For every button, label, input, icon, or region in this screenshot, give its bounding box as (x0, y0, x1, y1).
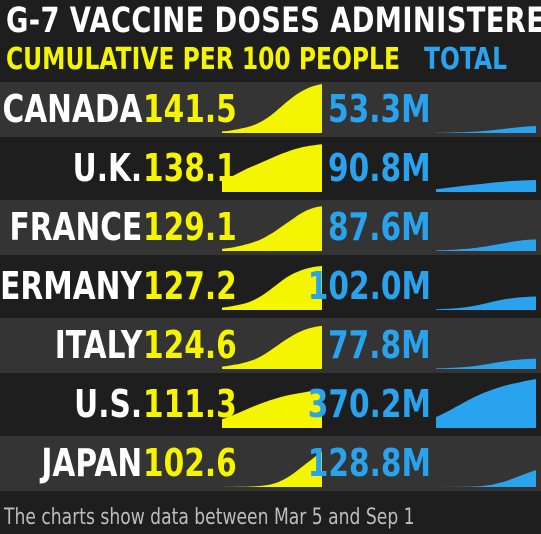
total-value: 102.0M (307, 264, 431, 308)
total-sparkline (436, 180, 536, 192)
per100-area-0 (222, 84, 322, 133)
total-area-5 (436, 379, 536, 428)
per100-sparkline (222, 325, 322, 369)
per100-value: 141.5 (143, 87, 237, 131)
total-column-header: TOTAL (424, 42, 508, 77)
total-value: 90.8M (328, 146, 431, 190)
total-value: 128.8M (307, 441, 431, 485)
per100-area-2 (222, 206, 322, 251)
total-value: 87.6M (328, 205, 431, 249)
per100-value: 102.6 (143, 441, 237, 485)
country-name: GERMANY (0, 264, 142, 308)
table-row: U.S. 111.3 370.2M (0, 377, 541, 432)
per100-area-6 (222, 451, 322, 487)
total-area-6 (436, 470, 536, 487)
country-name: U.S. (74, 382, 142, 426)
total-value: 77.8M (328, 323, 431, 367)
per100-area-4 (222, 325, 322, 369)
total-area-3 (436, 296, 536, 310)
country-name: U.K. (72, 146, 142, 190)
per100-value: 127.2 (143, 264, 237, 308)
per100-area-1 (222, 144, 322, 192)
table-row: ITALY 124.6 77.8M (0, 318, 541, 373)
table-row: FRANCE 129.1 87.6M (0, 200, 541, 255)
per100-value: 111.3 (143, 382, 237, 426)
per100-area-3 (222, 266, 322, 310)
country-name: CANADA (2, 87, 142, 131)
per100-sparkline (222, 206, 322, 251)
per100-sparkline (222, 451, 322, 487)
per100-sparkline (222, 266, 322, 310)
per100-value: 138.1 (143, 146, 237, 190)
total-area-2 (436, 239, 536, 251)
per100-value: 124.6 (143, 323, 237, 367)
country-name: ITALY (54, 323, 142, 367)
country-name: FRANCE (9, 205, 142, 249)
page-title: G-7 VACCINE DOSES ADMINISTERED (6, 1, 541, 41)
total-area-0 (436, 125, 536, 133)
total-sparkline (436, 239, 536, 251)
table-row: GERMANY127.2 102.0M (0, 259, 541, 314)
total-area-1 (436, 180, 536, 192)
total-sparkline (436, 470, 536, 487)
per100-column-header: CUMULATIVE PER 100 PEOPLE (6, 42, 400, 77)
country-name: JAPAN (41, 441, 142, 485)
total-sparkline (436, 125, 536, 133)
total-sparkline (436, 296, 536, 310)
total-area-4 (436, 358, 536, 369)
per100-sparkline (222, 144, 322, 192)
per100-sparkline (222, 389, 322, 428)
table-row: U.K. 138.1 90.8M (0, 141, 541, 196)
total-sparkline (436, 379, 536, 428)
footnote: The charts show data between Mar 5 and S… (4, 505, 415, 530)
per100-area-5 (222, 389, 322, 428)
table-row: CANADA 141.5 53.3M (0, 82, 541, 137)
total-value: 53.3M (328, 87, 431, 131)
total-value: 370.2M (307, 382, 431, 426)
per100-sparkline (222, 84, 322, 133)
per100-value: 129.1 (143, 205, 237, 249)
total-sparkline (436, 358, 536, 369)
table-row: JAPAN 102.6 128.8M (0, 436, 541, 491)
